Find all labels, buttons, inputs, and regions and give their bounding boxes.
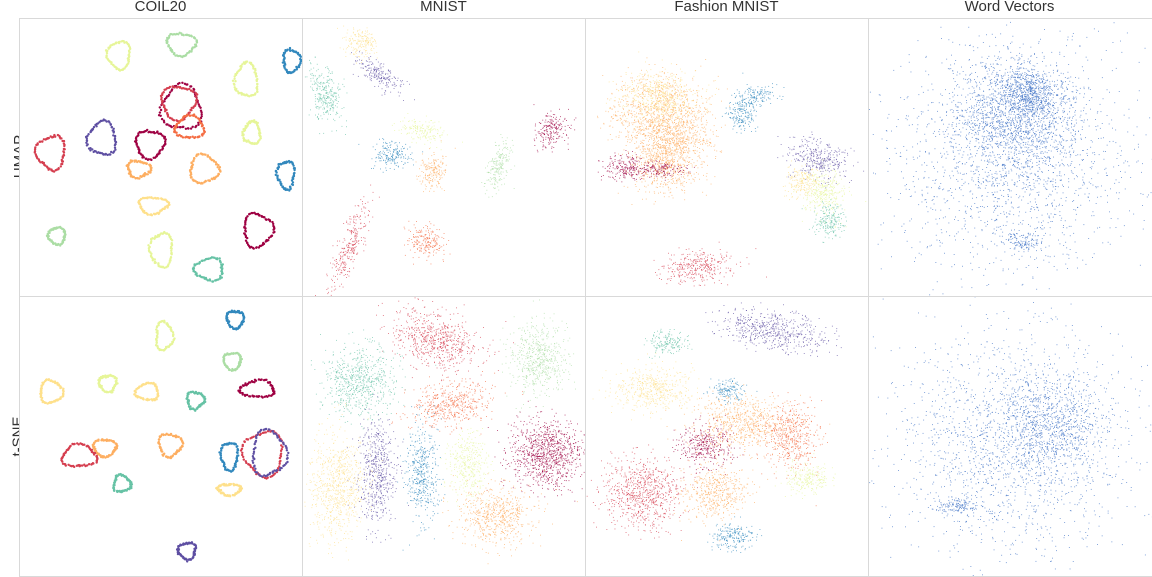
cluster-umap-coil20-8 [34, 134, 66, 173]
cluster-t-sne-coil20-13 [251, 428, 289, 478]
cluster-t-sne-mnist-7 [487, 401, 586, 502]
cluster-umap-fashion-mnist-12 [654, 242, 767, 287]
cluster-t-sne-mnist-9 [442, 470, 578, 564]
cluster-umap-coil20-2 [232, 60, 259, 97]
cluster-umap-coil20-7 [85, 118, 117, 156]
cluster-t-sne-word-vectors-1 [968, 352, 1151, 503]
plot-umap-coil20 [20, 19, 303, 297]
plot-umap-mnist [303, 19, 586, 297]
column-title-word-vectors: Word Vectors [868, 0, 1151, 18]
cluster-umap-word-vectors-0 [873, 33, 1103, 198]
cluster-umap-mnist-6 [481, 134, 515, 197]
cluster-t-sne-fashion-mnist-1 [644, 329, 693, 359]
cluster-umap-mnist-7 [534, 104, 577, 152]
cluster-umap-coil20-17 [243, 212, 276, 250]
cluster-t-sne-fashion-mnist-3 [703, 378, 757, 405]
cluster-umap-coil20-15 [147, 231, 173, 269]
cluster-umap-mnist-2 [305, 57, 348, 135]
cluster-umap-mnist-5 [416, 140, 456, 192]
cluster-t-sne-fashion-mnist-4 [665, 383, 830, 468]
cluster-umap-mnist-1 [351, 51, 415, 101]
cluster-t-sne-coil20-9 [157, 433, 184, 460]
panel-umap-coil20 [19, 18, 304, 298]
panel-umap-mnist [302, 18, 587, 298]
cluster-umap-word-vectors-3 [1001, 222, 1046, 252]
cluster-t-sne-coil20-5 [133, 382, 159, 402]
column-title-mnist: MNIST [302, 0, 585, 18]
cluster-umap-word-vectors-2 [869, 19, 1152, 297]
cluster-t-sne-coil20-7 [237, 378, 275, 398]
plot-tsne-mnist [303, 297, 586, 576]
cluster-t-sne-coil20-1 [225, 310, 245, 331]
cluster-umap-word-vectors-1 [991, 61, 1068, 133]
cluster-umap-coil20-9 [134, 129, 167, 161]
cluster-t-sne-coil20-14 [112, 473, 133, 493]
cluster-umap-coil20-12 [241, 119, 262, 145]
cluster-umap-fashion-mnist-8 [777, 132, 864, 189]
cluster-umap-mnist-3 [392, 113, 463, 150]
cluster-umap-coil20-5 [160, 85, 199, 122]
cluster-t-sne-fashion-mnist-9 [707, 516, 762, 553]
cluster-t-sne-fashion-mnist-8 [668, 452, 768, 541]
cluster-t-sne-coil20-16 [176, 541, 197, 563]
cluster-t-sne-word-vectors-0 [869, 297, 1152, 576]
cluster-t-sne-fashion-mnist-2 [593, 353, 711, 421]
cluster-t-sne-coil20-6 [185, 391, 206, 412]
cluster-t-sne-coil20-2 [222, 352, 243, 372]
cluster-umap-coil20-11 [189, 152, 222, 184]
cluster-t-sne-coil20-11 [218, 442, 239, 473]
cluster-umap-coil20-13 [275, 160, 296, 192]
panel-tsne-mnist [302, 296, 587, 577]
cluster-umap-coil20-16 [46, 226, 67, 247]
column-title-fashion-mnist: Fashion MNIST [585, 0, 868, 18]
cluster-t-sne-coil20-0 [155, 320, 176, 352]
plot-tsne-word-vectors [869, 297, 1152, 576]
plot-tsne-coil20 [20, 297, 303, 576]
cluster-umap-mnist-4 [358, 138, 423, 173]
panel-umap-fashion-mnist [585, 18, 870, 298]
cluster-umap-coil20-10 [126, 159, 153, 180]
panel-tsne-fashion-mnist [585, 296, 870, 577]
cluster-t-sne-coil20-3 [97, 374, 118, 394]
row-title-umap: UMAP [0, 148, 18, 165]
cluster-t-sne-mnist-6 [441, 423, 495, 506]
cluster-t-sne-mnist-2 [500, 300, 576, 413]
cluster-t-sne-mnist-8 [303, 403, 383, 576]
plot-umap-fashion-mnist [586, 19, 869, 297]
row-title-tsne: t-SNE [0, 428, 18, 445]
cluster-umap-coil20-1 [165, 32, 198, 59]
cluster-umap-mnist-9 [404, 221, 451, 265]
cluster-t-sne-mnist-5 [397, 405, 445, 576]
panel-tsne-coil20 [19, 296, 304, 577]
cluster-t-sne-coil20-4 [39, 378, 65, 405]
cluster-t-sne-fashion-mnist-0 [705, 302, 841, 356]
panel-umap-word-vectors [868, 18, 1152, 298]
cluster-umap-fashion-mnist-9 [793, 159, 866, 228]
cluster-t-sne-mnist-3 [391, 371, 523, 435]
cluster-umap-coil20-14 [137, 196, 170, 216]
cluster-umap-fashion-mnist-4 [598, 150, 654, 182]
cluster-umap-fashion-mnist-1 [606, 52, 717, 149]
panel-tsne-word-vectors [868, 296, 1152, 577]
cluster-umap-fashion-mnist-6 [726, 73, 785, 111]
cluster-umap-mnist-0 [337, 19, 378, 71]
plot-umap-word-vectors [869, 19, 1152, 297]
cluster-umap-mnist-8 [315, 185, 380, 297]
cluster-t-sne-word-vectors-2 [933, 498, 991, 516]
cluster-umap-coil20-3 [282, 47, 303, 74]
cluster-umap-coil20-18 [192, 256, 224, 283]
cluster-umap-fashion-mnist-7 [722, 102, 758, 134]
cluster-t-sne-coil20-15 [215, 483, 243, 498]
plot-tsne-fashion-mnist [586, 297, 869, 576]
cluster-t-sne-mnist-0 [376, 297, 514, 385]
cluster-umap-coil20-0 [105, 40, 131, 72]
cluster-t-sne-fashion-mnist-7 [586, 445, 701, 540]
column-title-coil20: COIL20 [19, 0, 302, 18]
